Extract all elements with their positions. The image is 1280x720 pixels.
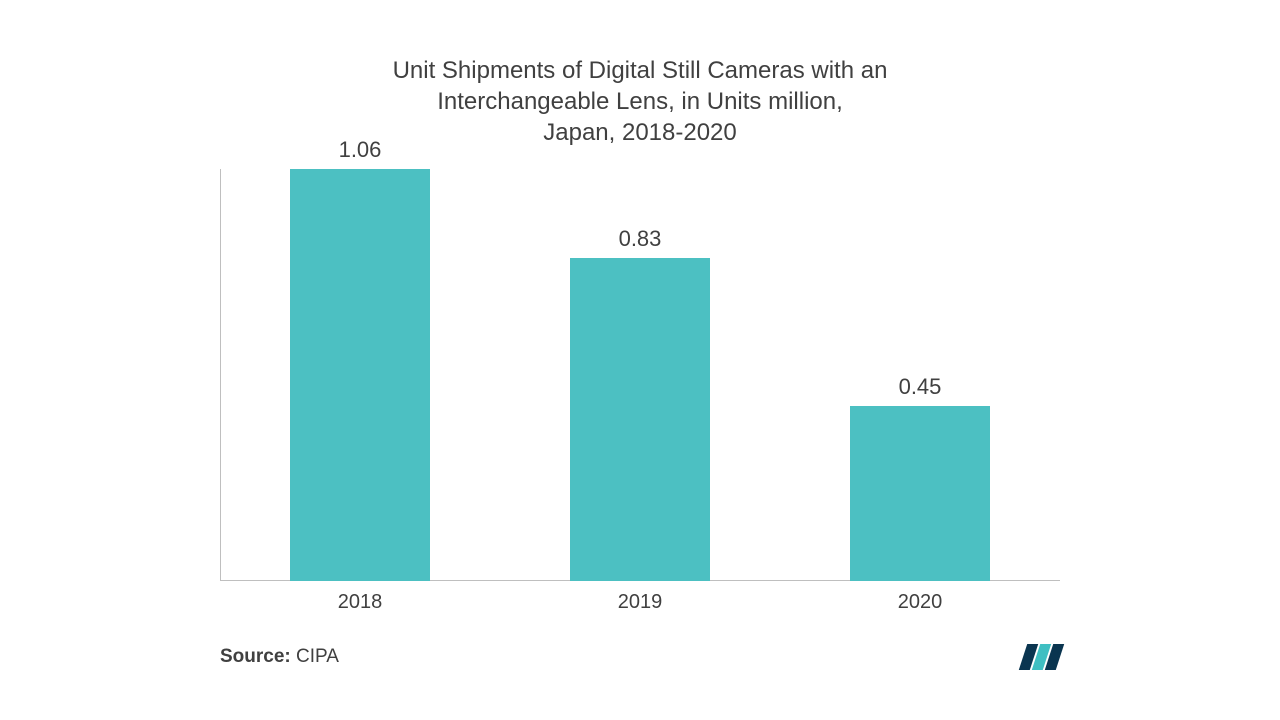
x-label-2018: 2018 — [220, 591, 500, 614]
chart-footer: Source: CIPA — [0, 614, 1280, 720]
bar-slot-2019: 0.83 — [500, 169, 780, 581]
source-text: Source: CIPA — [220, 646, 339, 668]
title-line-2: Interchangeable Lens, in Units million, — [0, 86, 1280, 117]
bar-slot-2018: 1.06 — [220, 169, 500, 581]
plot-area: 1.06 0.83 0.45 — [220, 169, 1060, 581]
x-axis-labels: 2018 2019 2020 — [220, 591, 1060, 614]
bar-2020 — [850, 406, 990, 581]
source-value: CIPA — [296, 646, 339, 667]
x-label-2019: 2019 — [500, 591, 780, 614]
source-label: Source: — [220, 646, 291, 667]
bars-group: 1.06 0.83 0.45 — [220, 169, 1060, 581]
bar-value-label: 1.06 — [220, 137, 500, 163]
brand-logo-icon — [1023, 644, 1060, 670]
bar-value-label: 0.83 — [500, 226, 780, 252]
chart-container: Unit Shipments of Digital Still Cameras … — [0, 0, 1280, 720]
bar-2018 — [290, 169, 430, 581]
bar-2019 — [570, 258, 710, 581]
x-label-2020: 2020 — [780, 591, 1060, 614]
title-line-3: Japan, 2018-2020 — [0, 117, 1280, 148]
chart-title: Unit Shipments of Digital Still Cameras … — [0, 0, 1280, 149]
bar-value-label: 0.45 — [780, 374, 1060, 400]
bar-slot-2020: 0.45 — [780, 169, 1060, 581]
title-line-1: Unit Shipments of Digital Still Cameras … — [0, 55, 1280, 86]
